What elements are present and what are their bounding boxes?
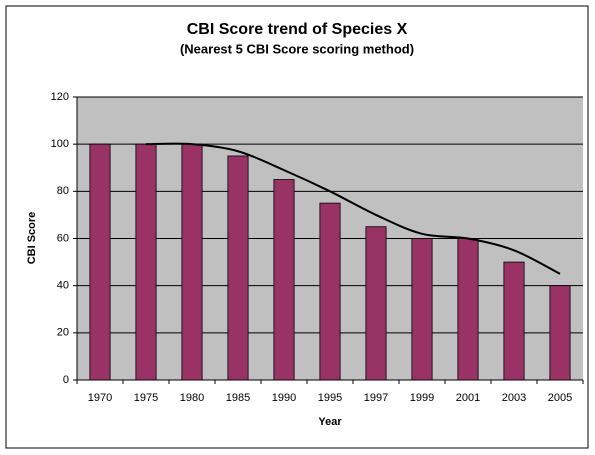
y-tick-label: 120 xyxy=(51,91,69,103)
y-tick-label: 60 xyxy=(57,232,69,244)
trend-line xyxy=(145,142,561,275)
x-tick-label: 2005 xyxy=(548,392,572,404)
x-tick-label: 1970 xyxy=(88,392,112,404)
x-axis-label: Year xyxy=(318,416,342,428)
bar xyxy=(135,143,157,381)
bar xyxy=(273,179,295,381)
bar xyxy=(181,143,203,381)
y-tick-label: 40 xyxy=(57,280,69,292)
chart-subtitle: (Nearest 5 CBI Score scoring method) xyxy=(180,41,414,56)
x-tick-label: 1995 xyxy=(318,392,342,404)
x-tick-label: 2003 xyxy=(502,392,526,404)
bar xyxy=(319,202,341,381)
x-tick-label: 2001 xyxy=(456,392,480,404)
bar xyxy=(503,261,525,381)
bar xyxy=(365,226,387,381)
bar xyxy=(89,143,111,381)
x-tick-label: 1980 xyxy=(180,392,204,404)
y-tick-label: 80 xyxy=(57,185,69,197)
x-tick-label: 1975 xyxy=(134,392,158,404)
x-tick-label: 1990 xyxy=(272,392,296,404)
bar xyxy=(549,285,571,381)
y-tick-label: 100 xyxy=(51,138,69,150)
y-axis-label: CBI Score xyxy=(26,212,38,265)
x-tick-label: 1985 xyxy=(226,392,250,404)
y-tick-label: 20 xyxy=(57,327,69,339)
x-tick-label: 1999 xyxy=(410,392,434,404)
chart-title: CBI Score trend of Species X xyxy=(187,21,408,38)
bar xyxy=(227,155,249,381)
bar xyxy=(457,238,479,381)
x-tick-label: 1997 xyxy=(364,392,388,404)
y-tick-label: 0 xyxy=(63,374,69,386)
bar xyxy=(411,238,433,381)
